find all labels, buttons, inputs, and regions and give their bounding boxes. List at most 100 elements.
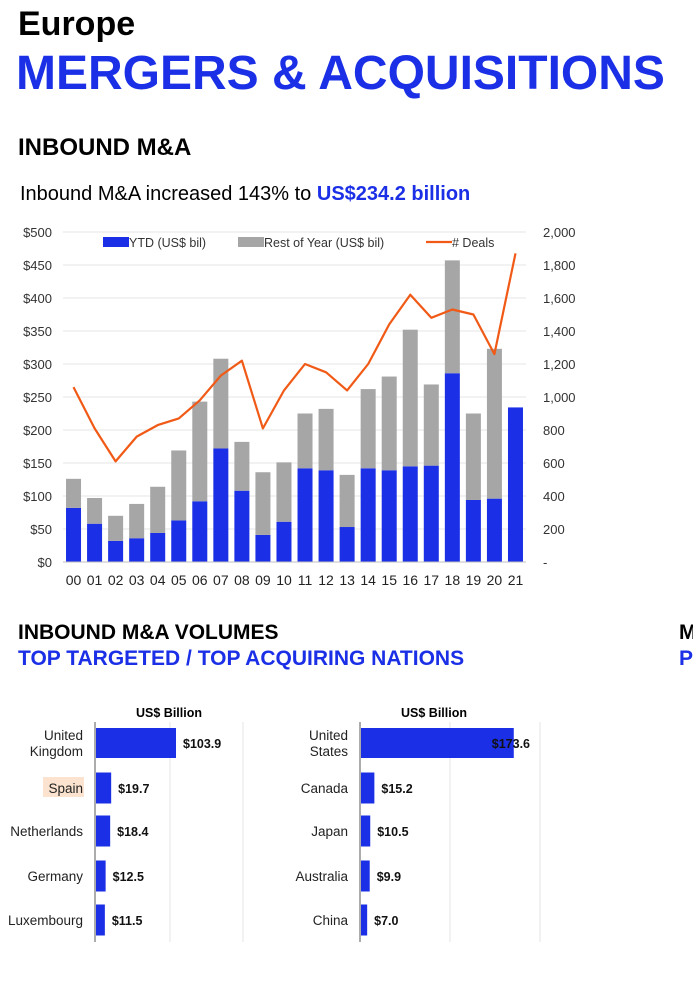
y-tick-label: $250 <box>23 390 52 405</box>
y2-tick-label: 2,000 <box>543 225 576 240</box>
bar-ytd <box>423 465 439 562</box>
y-tick-label: $200 <box>23 423 52 438</box>
bar-ytd <box>192 501 208 562</box>
bar-ytd <box>171 520 187 562</box>
bar-ytd <box>213 448 229 562</box>
legend-swatch <box>103 237 129 247</box>
legend-swatch <box>238 237 264 247</box>
x-tick-label: 06 <box>192 572 208 588</box>
x-tick-label: 20 <box>487 572 503 588</box>
y2-tick-label: 600 <box>543 456 565 471</box>
y-tick-label: $450 <box>23 258 52 273</box>
legend-label: YTD (US$ bil) <box>129 236 206 250</box>
hbar-category-label: United <box>309 728 348 743</box>
bar-rest-of-year <box>150 486 166 533</box>
bar-rest-of-year <box>297 413 313 469</box>
hbar-value-label: $12.5 <box>113 870 144 884</box>
bar-ytd <box>255 534 271 562</box>
x-tick-label: 10 <box>276 572 292 588</box>
x-tick-label: 18 <box>445 572 461 588</box>
cut-off-heading: M <box>679 621 693 644</box>
x-tick-label: 13 <box>339 572 355 588</box>
headline: Inbound M&A increased 143% to US$234.2 b… <box>20 181 470 207</box>
hbar-title: US$ Billion <box>136 706 202 720</box>
hbar-value-label: $11.5 <box>112 914 143 928</box>
bar-ytd <box>339 527 355 562</box>
hbar-category-label: Netherlands <box>10 824 83 839</box>
bar-ytd <box>360 468 376 562</box>
bar-rest-of-year <box>318 408 334 471</box>
hbar <box>96 904 105 936</box>
x-tick-label: 17 <box>424 572 440 588</box>
bar-ytd <box>234 490 250 562</box>
x-tick-label: 00 <box>66 572 82 588</box>
hbar <box>361 904 368 936</box>
bar-rest-of-year <box>402 329 418 467</box>
legend-label: Rest of Year (US$ bil) <box>264 236 384 250</box>
x-tick-label: 15 <box>381 572 397 588</box>
bar-rest-of-year <box>339 474 355 528</box>
hbar-category-label: Japan <box>311 824 348 839</box>
bar-ytd <box>444 373 460 562</box>
cut-off-subheading: P <box>679 647 693 670</box>
bar-rest-of-year <box>171 450 187 521</box>
x-tick-label: 08 <box>234 572 250 588</box>
section-subheading-nations: TOP TARGETED / TOP ACQUIRING NATIONS <box>18 647 465 670</box>
hbar <box>96 815 111 847</box>
hbar-value-label: $18.4 <box>117 825 148 839</box>
section-heading-inbound: INBOUND M&A <box>18 134 192 161</box>
bar-rest-of-year <box>465 413 481 500</box>
y2-tick-label: 200 <box>543 522 565 537</box>
hbar-category-label: Canada <box>301 781 349 796</box>
bar-ytd <box>276 521 292 562</box>
y2-tick-label: 1,000 <box>543 390 576 405</box>
hbar-category-label: Germany <box>27 869 83 884</box>
x-tick-label: 21 <box>508 572 524 588</box>
y-tick-label: $150 <box>23 456 52 471</box>
hbar-value-label: $9.9 <box>377 870 401 884</box>
hbar-category-label: China <box>313 913 349 928</box>
x-tick-label: 05 <box>171 572 187 588</box>
bar-rest-of-year <box>129 503 145 539</box>
y-tick-label: $0 <box>38 555 52 570</box>
hbar-value-label: $15.2 <box>381 782 412 796</box>
bar-rest-of-year <box>234 441 250 491</box>
hbar-title: US$ Billion <box>401 706 467 720</box>
bar-ytd <box>129 538 145 562</box>
hbar <box>96 860 106 892</box>
bar-rest-of-year <box>276 462 292 522</box>
bar-ytd <box>507 407 523 562</box>
bar-ytd <box>402 466 418 562</box>
bar-ytd <box>318 470 334 562</box>
hbar-category-label: Spain <box>48 781 83 796</box>
headline-text: Inbound M&A increased 143% to <box>20 183 317 205</box>
legend-label: # Deals <box>452 236 494 250</box>
y2-tick-label: 800 <box>543 423 565 438</box>
bar-rest-of-year <box>255 472 271 535</box>
hbar-category-label: States <box>310 744 349 759</box>
x-tick-label: 03 <box>129 572 145 588</box>
y2-tick-label: 1,800 <box>543 258 576 273</box>
hbar-value-label: $103.9 <box>183 737 221 751</box>
bar-ytd <box>465 499 481 562</box>
hbar-category-label: Luxembourg <box>8 913 83 928</box>
x-tick-label: 01 <box>87 572 103 588</box>
x-tick-label: 14 <box>360 572 376 588</box>
bar-ytd <box>108 540 124 562</box>
hbar-category-label: Kingdom <box>30 744 83 759</box>
hbar <box>361 772 375 804</box>
bar-ytd <box>66 507 82 562</box>
hbar-category-label: Australia <box>295 869 348 884</box>
hbar <box>361 728 514 758</box>
bar-rest-of-year <box>108 515 124 541</box>
bar-rest-of-year <box>444 260 460 374</box>
hbar-value-label: $173.6 <box>492 737 530 751</box>
bar-ytd <box>381 470 397 562</box>
hbar <box>361 860 370 892</box>
deals-line <box>72 253 517 463</box>
x-tick-label: 16 <box>402 572 418 588</box>
section-heading-volumes: INBOUND M&A VOLUMES <box>18 621 279 644</box>
headline-value: US$234.2 billion <box>316 183 471 205</box>
y-tick-label: $500 <box>23 225 52 240</box>
